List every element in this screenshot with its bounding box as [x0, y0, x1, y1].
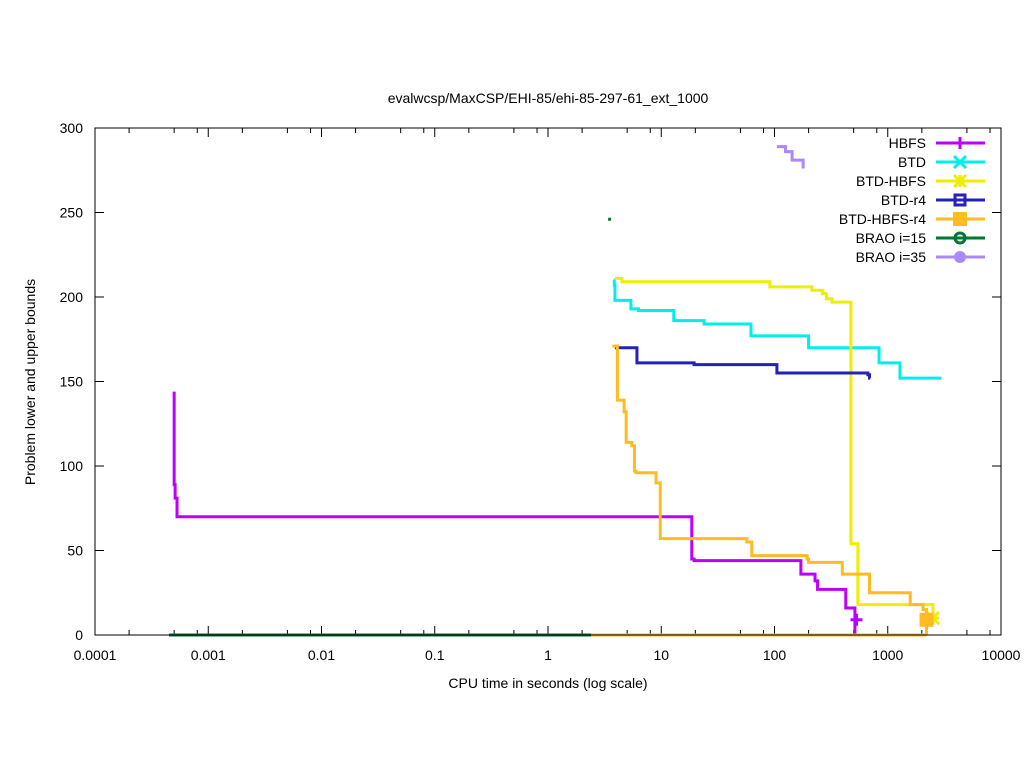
x-tick-label: 0.1: [425, 647, 445, 663]
plot-border: [94, 127, 1002, 636]
legend-entry: BTD-HBFS: [856, 173, 985, 189]
y-tick-label: 100: [60, 458, 84, 474]
legend: HBFS BTD BTD-HBFS BTD-r4 BTD-HBFS-r4 BRAO i=1…: [839, 135, 985, 265]
y-tick-label: 0: [75, 627, 83, 643]
legend-marker: [952, 173, 968, 189]
legend-label: BTD-r4: [881, 192, 926, 208]
y-tick-label: 250: [60, 205, 84, 221]
plot-series: [168, 145, 942, 637]
upper-bound-line: [776, 145, 805, 169]
final-marker: [919, 612, 934, 627]
legend-label: BTD-HBFS: [856, 173, 926, 189]
x-tick-label: 10000: [982, 647, 1021, 663]
upper-bound-point: [608, 217, 612, 221]
x-tick-label: 1000: [872, 647, 903, 663]
y-tick-label: 50: [67, 543, 83, 559]
x-tick-label: 0.0001: [74, 647, 117, 663]
axes: 0 50 100 150 200 250 300 0.0001 0.001 0.01 0.1 1 10 1…: [60, 120, 1021, 663]
series-hbfs: [168, 391, 863, 637]
upper-bound-line: [612, 344, 929, 635]
y-axis-label: Problem lower and upper bounds: [22, 279, 38, 485]
final-marker: [850, 613, 863, 626]
legend-label: HBFS: [889, 135, 926, 151]
upper-bound-line: [172, 391, 857, 635]
legend-entry: HBFS: [889, 135, 985, 151]
legend-marker: [953, 231, 967, 245]
series-brao-i-35: [776, 145, 805, 169]
y-tick-label: 300: [60, 120, 84, 136]
series-btd-r4: [614, 346, 871, 380]
legend-label: BRAO i=15: [856, 230, 927, 246]
legend-marker: [954, 137, 966, 149]
series-brao-i-15: [168, 217, 612, 637]
x-tick-label: 0.01: [308, 647, 335, 663]
x-tick-label: 100: [763, 647, 787, 663]
legend-marker: [953, 212, 967, 226]
legend-label: BTD: [898, 154, 926, 170]
legend-label: BRAO i=35: [856, 249, 927, 265]
series-btd: [612, 278, 942, 380]
legend-label: BTD-HBFS-r4: [839, 211, 926, 227]
x-tick-label: 10: [653, 647, 669, 663]
legend-entry: BTD-r4: [881, 192, 985, 208]
upper-bound-line: [614, 276, 935, 619]
legend-entry: BRAO i=15: [856, 230, 985, 246]
upper-bound-line: [614, 346, 871, 380]
x-axis-label: CPU time in seconds (log scale): [448, 675, 647, 691]
x-tick-label: 1: [544, 647, 552, 663]
chart-title: evalwcsp/MaxCSP/EHI-85/ehi-85-297-61_ext…: [388, 90, 709, 106]
legend-marker: [952, 154, 968, 170]
y-tick-label: 200: [60, 289, 84, 305]
upper-bound-line: [612, 278, 942, 380]
x-tick-label: 0.001: [191, 647, 226, 663]
legend-entry: BTD-HBFS-r4: [839, 211, 985, 227]
legend-entry: BRAO i=35: [856, 249, 985, 265]
y-tick-label: 150: [60, 374, 84, 390]
legend-marker: [953, 193, 967, 207]
series-btd-hbfs-r4: [591, 344, 934, 637]
series-btd-hbfs: [614, 276, 941, 626]
legend-marker: [954, 251, 966, 263]
legend-entry: BTD: [898, 154, 985, 170]
